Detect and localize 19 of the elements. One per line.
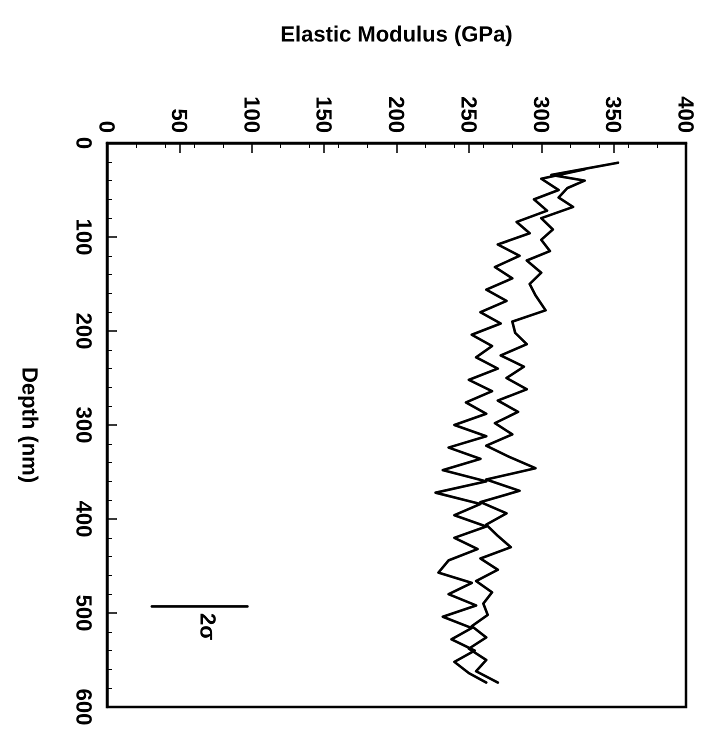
y-tick-label: 0: [72, 136, 96, 150]
x-tick-label: 50: [166, 108, 192, 133]
y-tick-label: 200: [72, 312, 96, 350]
y-tick-label: 300: [72, 406, 96, 444]
x-tick-label: 100: [239, 96, 264, 133]
x-tick-label: 350: [601, 96, 626, 133]
x-tick-label: 0: [94, 120, 120, 133]
y-tick-label: 400: [72, 500, 96, 538]
x-tick-label: 300: [528, 96, 554, 133]
annotation: 2σ: [196, 613, 220, 640]
x-tick-label: 150: [312, 96, 337, 133]
y-tick-label: 100: [72, 218, 96, 256]
y-tick-label: 600: [72, 688, 96, 726]
y-tick-label: 500: [72, 594, 96, 632]
y-axis-title: Depth (nm): [18, 366, 42, 484]
x-axis-title: Elastic Modulus (GPa): [280, 22, 513, 46]
x-tick-label: 250: [456, 96, 482, 133]
x-tick-label: 400: [674, 96, 698, 133]
x-tick-label: 200: [384, 96, 409, 133]
